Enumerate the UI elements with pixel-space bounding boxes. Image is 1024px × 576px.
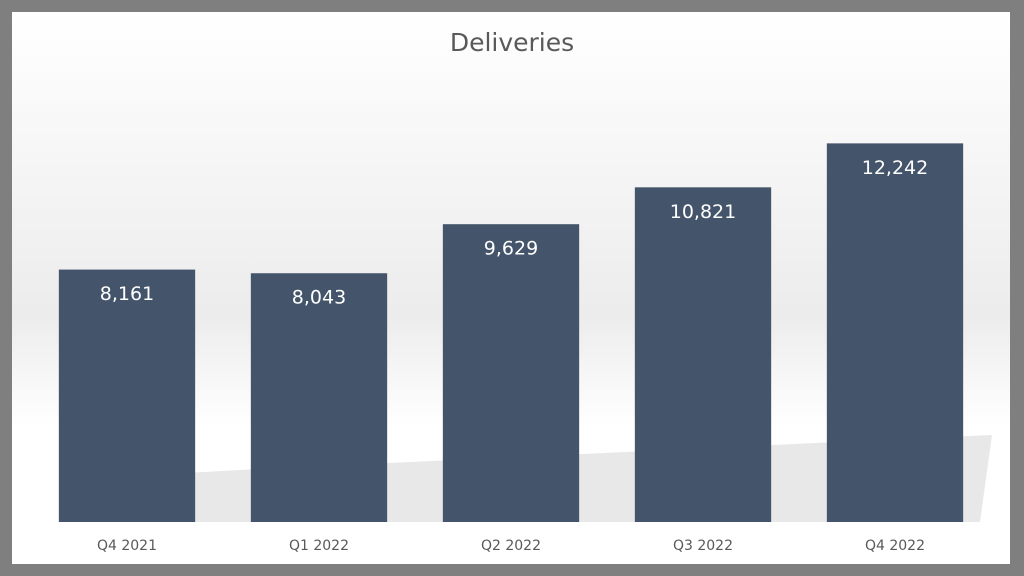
x-tick-label: Q4 2022	[865, 538, 925, 554]
data-label: 10,821	[670, 201, 736, 223]
data-label: 9,629	[484, 238, 538, 260]
bar	[826, 143, 964, 522]
data-label: 8,043	[292, 287, 346, 309]
bar	[250, 273, 388, 522]
x-tick-label: Q4 2021	[97, 538, 157, 554]
bar	[442, 224, 580, 522]
data-label: 12,242	[862, 157, 928, 179]
data-label: 8,161	[100, 283, 154, 305]
x-tick-label: Q1 2022	[289, 538, 349, 554]
bar	[634, 187, 772, 522]
chart-title: Deliveries	[450, 28, 574, 57]
bar	[58, 269, 196, 522]
x-tick-label: Q3 2022	[673, 538, 733, 554]
x-tick-label: Q2 2022	[481, 538, 541, 554]
